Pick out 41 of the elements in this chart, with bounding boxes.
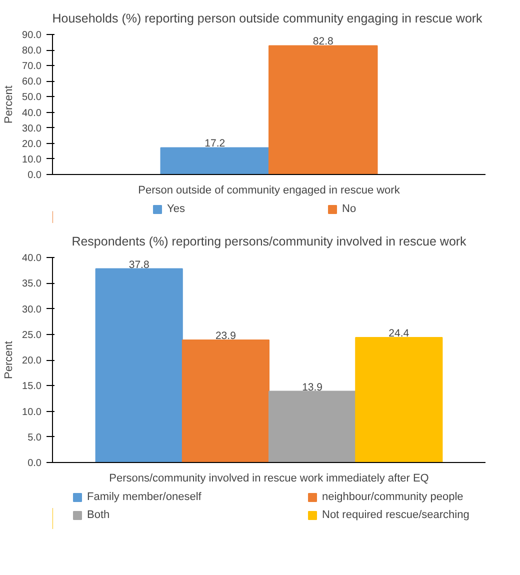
y-tick-label: 0.0: [28, 170, 42, 181]
legend-label: neighbour/community people: [322, 491, 464, 503]
bar: [182, 340, 270, 462]
bar: [268, 390, 356, 462]
legend-label: Both: [87, 509, 111, 521]
legend-label: No: [342, 203, 358, 215]
y-tick-label: 20.0: [22, 356, 42, 366]
chart-title: Respondents (%) reporting persons/community involved in rescue work: [72, 234, 468, 248]
y-tick-label: 30.0: [22, 123, 42, 134]
y-tick-label: 80.0: [22, 46, 42, 57]
y-tick-label: 15.0: [22, 381, 42, 392]
bar: [95, 268, 183, 462]
chart-title: Households (%) reporting person outside community engaging in rescue work: [52, 12, 484, 26]
y-axis-title: Percent: [3, 341, 16, 379]
y-tick-label: 70.0: [22, 61, 42, 72]
bar: [355, 336, 443, 462]
y-tick-label: 20.0: [22, 138, 42, 150]
y-tick-label: 90.0: [22, 30, 42, 41]
legend-label: Family member/oneself: [87, 491, 202, 503]
data-label: 23.9: [215, 330, 236, 342]
y-tick-label: 0.0: [28, 458, 42, 469]
legend-label: Yes: [167, 203, 186, 215]
y-tick-label: 35.0: [22, 278, 42, 290]
legend-label: Not required rescue/searching: [322, 509, 470, 521]
data-label: 82.8: [312, 36, 334, 48]
y-tick-label: 25.0: [22, 330, 42, 341]
data-label: 17.2: [204, 138, 226, 150]
y-tick-label: 50.0: [22, 92, 42, 104]
y-tick-label: 60.0: [22, 76, 42, 88]
y-tick-label: 40.0: [22, 108, 42, 119]
y-axis-title: Percent: [3, 86, 16, 124]
x-axis-title: Persons/community involved in rescue work immediately after EQ: [109, 472, 430, 484]
y-tick-label: 10.0: [22, 154, 42, 166]
x-axis-title: Person outside of community engaged in rescue work: [138, 184, 400, 196]
y-tick-label: 10.0: [22, 406, 42, 418]
y-tick-label: 5.0: [28, 432, 42, 444]
y-tick-label: 40.0: [22, 253, 42, 264]
data-label: 37.8: [128, 258, 150, 271]
data-label: 24.4: [388, 327, 410, 340]
data-label: 13.9: [302, 381, 323, 394]
y-tick-label: 30.0: [22, 304, 42, 316]
